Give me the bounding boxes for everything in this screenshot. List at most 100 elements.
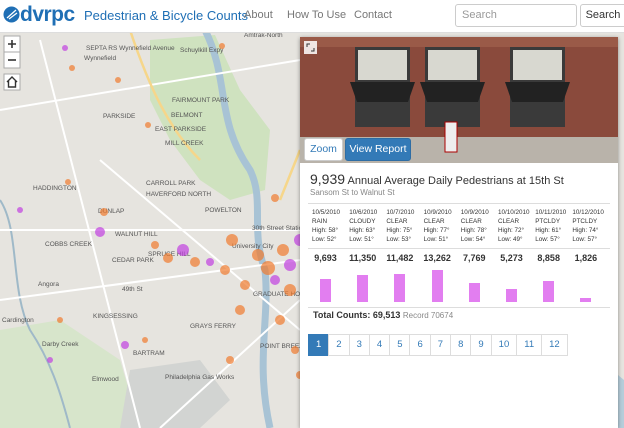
weather: CLOUDY	[349, 218, 376, 225]
map-label: FAIRMOUNT PARK	[172, 97, 230, 104]
count-bar	[357, 274, 369, 302]
date: 10/11/2010	[535, 209, 567, 216]
count-location[interactable]	[62, 45, 68, 51]
map-label: 30th Street Station	[252, 225, 306, 232]
page-link[interactable]: 4	[368, 334, 391, 356]
map-label: GRAYS FERRY	[190, 323, 237, 330]
page-link[interactable]: 8	[450, 334, 472, 356]
count-location[interactable]	[65, 179, 71, 185]
page-link[interactable]: 6	[409, 334, 431, 356]
count-location[interactable]	[17, 207, 23, 213]
weather: CLEAR	[460, 218, 482, 225]
page-link[interactable]: 11	[516, 334, 543, 356]
low-temp: Low: 51°	[423, 236, 449, 243]
nav-link[interactable]: Contact	[354, 9, 392, 21]
map-label: Amtrak-North	[244, 32, 283, 39]
count-location[interactable]	[226, 356, 234, 364]
page-link[interactable]: 7	[429, 334, 452, 356]
heading: Annual Average Daily Pedestrians at 15th…	[347, 175, 564, 187]
search-input[interactable]: Search	[455, 4, 577, 27]
count-location[interactable]	[226, 234, 238, 246]
count-location[interactable]	[115, 77, 121, 83]
view-report-button[interactable]: View Report	[345, 138, 411, 161]
high-temp: High: 72°	[498, 227, 524, 234]
count-location[interactable]	[277, 244, 289, 256]
count-location[interactable]	[121, 341, 129, 349]
count-location[interactable]	[47, 357, 53, 363]
separator	[308, 248, 610, 249]
count-location[interactable]	[57, 317, 63, 323]
count-location[interactable]	[275, 315, 285, 325]
home-icon[interactable]	[3, 73, 21, 91]
page-link[interactable]: 3	[348, 334, 370, 356]
count-location[interactable]	[145, 122, 151, 128]
count-bar	[543, 280, 555, 302]
date: 10/5/2010	[312, 209, 341, 216]
map-label: University City	[232, 243, 274, 250]
zoom-out-icon[interactable]	[3, 51, 21, 69]
app-title[interactable]: Pedestrian & Bicycle Counts	[84, 8, 249, 23]
date: 10/9/2010	[460, 209, 489, 216]
day-info: 10/7/2010 CLEAR High: 75° Low: 53°	[386, 208, 423, 244]
count-label: 8,858	[537, 253, 560, 263]
subheading: Sansom St to Walnut St	[310, 188, 395, 197]
total-label: Total Counts:	[313, 310, 371, 320]
page-link[interactable]: 10	[490, 334, 518, 356]
count-location[interactable]	[261, 261, 275, 275]
count-label: 5,273	[500, 253, 523, 263]
count-location[interactable]	[240, 280, 250, 290]
low-temp: Low: 57°	[572, 236, 597, 243]
count-location[interactable]	[284, 259, 296, 271]
page-link[interactable]: 12	[541, 334, 568, 356]
count-location[interactable]	[220, 265, 230, 275]
page-link[interactable]: 5	[389, 334, 411, 356]
count-location[interactable]	[291, 346, 299, 354]
weather: PTCLDY	[535, 218, 561, 225]
count-bar	[431, 270, 443, 302]
count-bar	[394, 274, 406, 302]
map-label: CARROLL PARK	[146, 180, 196, 187]
count-location[interactable]	[190, 257, 200, 267]
count-label: 11,482	[386, 253, 414, 263]
search-button[interactable]: Search	[580, 4, 624, 27]
map-label: Philadelphia Gas Works	[165, 374, 235, 381]
day-info: 10/9/2010 CLEAR High: 78° Low: 54°	[461, 208, 498, 244]
count-location[interactable]	[151, 241, 159, 249]
map-label: SEPTA RS Wynnefield Avenue	[86, 45, 175, 52]
count-location[interactable]	[270, 275, 280, 285]
count-bar	[580, 297, 592, 302]
fullscreen-icon[interactable]	[304, 41, 317, 54]
count-location[interactable]	[142, 337, 148, 343]
logo[interactable]: dvrpc	[20, 3, 75, 26]
high-temp: High: 77°	[423, 227, 450, 234]
map-label: HAVERFORD NORTH	[146, 191, 211, 198]
count-location[interactable]	[252, 249, 264, 261]
count-location[interactable]	[206, 258, 214, 266]
count-location[interactable]	[235, 305, 245, 315]
count-location[interactable]	[177, 244, 189, 256]
count-label: 7,769	[463, 253, 486, 263]
count-label: 11,350	[349, 253, 377, 263]
count-location[interactable]	[100, 208, 108, 216]
map-label: BELMONT	[171, 112, 202, 119]
zoom-button[interactable]: Zoom	[304, 138, 343, 161]
popup: Zoom View Report 9,939 Annual Average Da…	[300, 37, 618, 428]
count-label: 9,693	[314, 253, 337, 263]
date: 10/10/2010	[498, 209, 530, 216]
day-info: 10/9/2010 CLEAR High: 77° Low: 51°	[424, 208, 461, 244]
count-location[interactable]	[69, 65, 75, 71]
page-link[interactable]: 9	[470, 334, 492, 356]
nav-link[interactable]: How To Use	[287, 9, 347, 21]
aadt: 9,939	[310, 171, 346, 187]
count-location[interactable]	[284, 284, 296, 296]
separator	[308, 203, 610, 204]
zoom-in-icon[interactable]	[3, 35, 21, 53]
count-location[interactable]	[163, 253, 173, 263]
count-location[interactable]	[271, 194, 279, 202]
pagination: 1 2 3 4 5 6 7 8 9 10 11 12	[308, 334, 568, 356]
count-location[interactable]	[95, 227, 105, 237]
page-link[interactable]: 1	[308, 334, 330, 356]
page-link[interactable]: 2	[328, 334, 350, 356]
count-location[interactable]	[219, 43, 225, 49]
nav-link[interactable]: About	[244, 9, 273, 21]
